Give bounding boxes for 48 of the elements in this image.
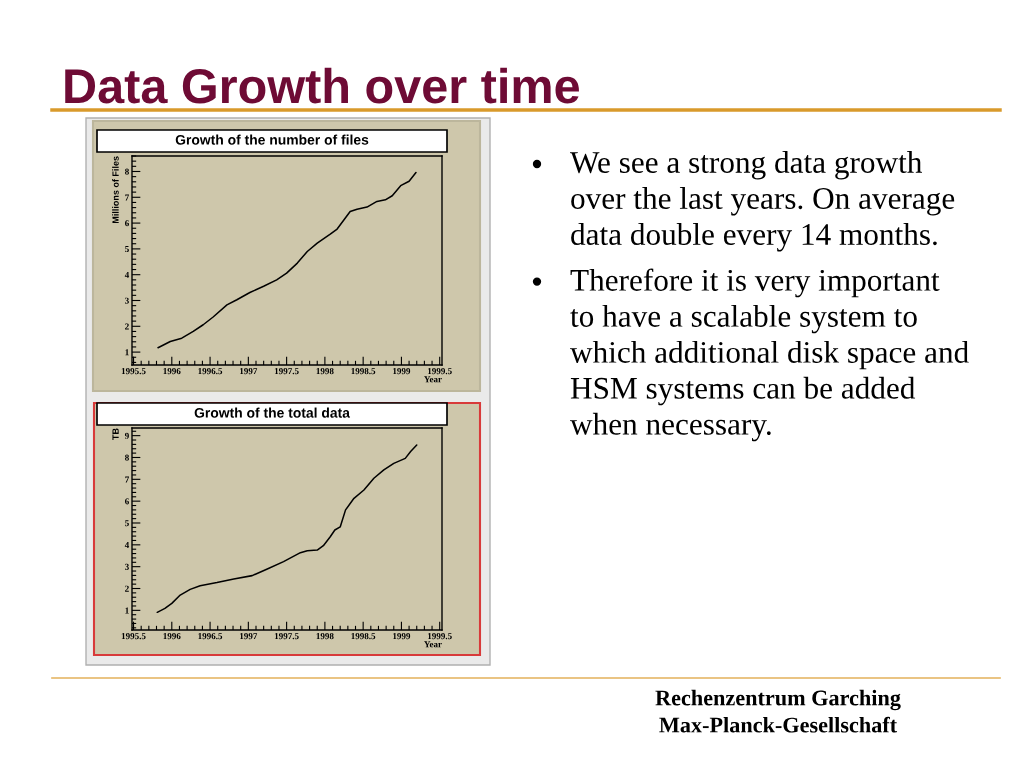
x-tick-label: 1997.5 <box>274 368 299 375</box>
line-series <box>156 444 418 614</box>
text: We see a strong data growth over the last years. On average data double every 14 months. <box>570 151 955 252</box>
x-tick-label: 1998 <box>316 368 334 375</box>
y-tick-label: 5 <box>125 246 129 253</box>
y-tick-label: 7 <box>125 476 129 483</box>
y-tick-label: 3 <box>125 297 129 304</box>
y-tick-label: 1 <box>125 349 129 356</box>
y-tick-label: 4 <box>124 542 130 548</box>
x-tick-label: 1998.5 <box>351 368 376 375</box>
x-tick-label: 1997 <box>240 368 258 375</box>
y-axis-title: TB <box>112 428 119 440</box>
x-tick-label: 1999.5 <box>428 368 452 375</box>
y-tick-label: 2 <box>125 323 129 330</box>
y-tick-label: 9 <box>124 432 129 439</box>
chart-title: Growth of the total data <box>194 407 351 418</box>
x-tick-label: 1998.5 <box>351 633 376 640</box>
y-tick-label: 5 <box>125 520 129 527</box>
x-tick-label: 1998 <box>316 633 334 640</box>
line-series <box>157 171 417 349</box>
y-tick-label: 8 <box>125 168 129 175</box>
x-tick-label: 1999 <box>393 633 411 640</box>
text: Max-Planck-Gesellschaft <box>659 716 898 733</box>
x-tick-label: 1997.5 <box>274 633 299 640</box>
x-tick-label: 1995.5 <box>121 633 146 640</box>
x-axis-title: Year <box>424 376 442 383</box>
y-tick-label: 7 <box>125 194 129 201</box>
x-tick-label: 1997 <box>240 633 258 640</box>
y-tick-label: 8 <box>125 454 129 461</box>
x-tick-label: 1999.5 <box>428 633 452 640</box>
text: Rechenzentrum Garching <box>655 689 901 711</box>
y-tick-label: 6 <box>125 220 129 227</box>
x-tick-label: 1996.5 <box>198 633 223 640</box>
chart-title: Growth of the number of files <box>175 134 369 145</box>
x-tick-label: 1999 <box>393 368 411 375</box>
y-tick-label: 2 <box>125 585 129 592</box>
text: Therefore it is very important to have a scalable system to which additional disk space and HSM systems can be added when necessary. <box>570 268 969 442</box>
y-tick-label: 4 <box>124 271 130 278</box>
x-tick-label: 1996.5 <box>198 368 223 375</box>
y-axis-title: Millions of Files <box>112 156 119 224</box>
x-tick-label: 1996 <box>163 633 181 640</box>
text: Data Growth over time <box>65 67 579 104</box>
y-tick-label: 6 <box>125 498 129 505</box>
y-tick-label: 3 <box>125 563 129 570</box>
x-axis-title: Year <box>424 641 442 648</box>
x-tick-label: 1995.5 <box>121 368 146 375</box>
x-tick-label: 1996 <box>163 368 181 375</box>
y-tick-label: 1 <box>125 607 129 614</box>
